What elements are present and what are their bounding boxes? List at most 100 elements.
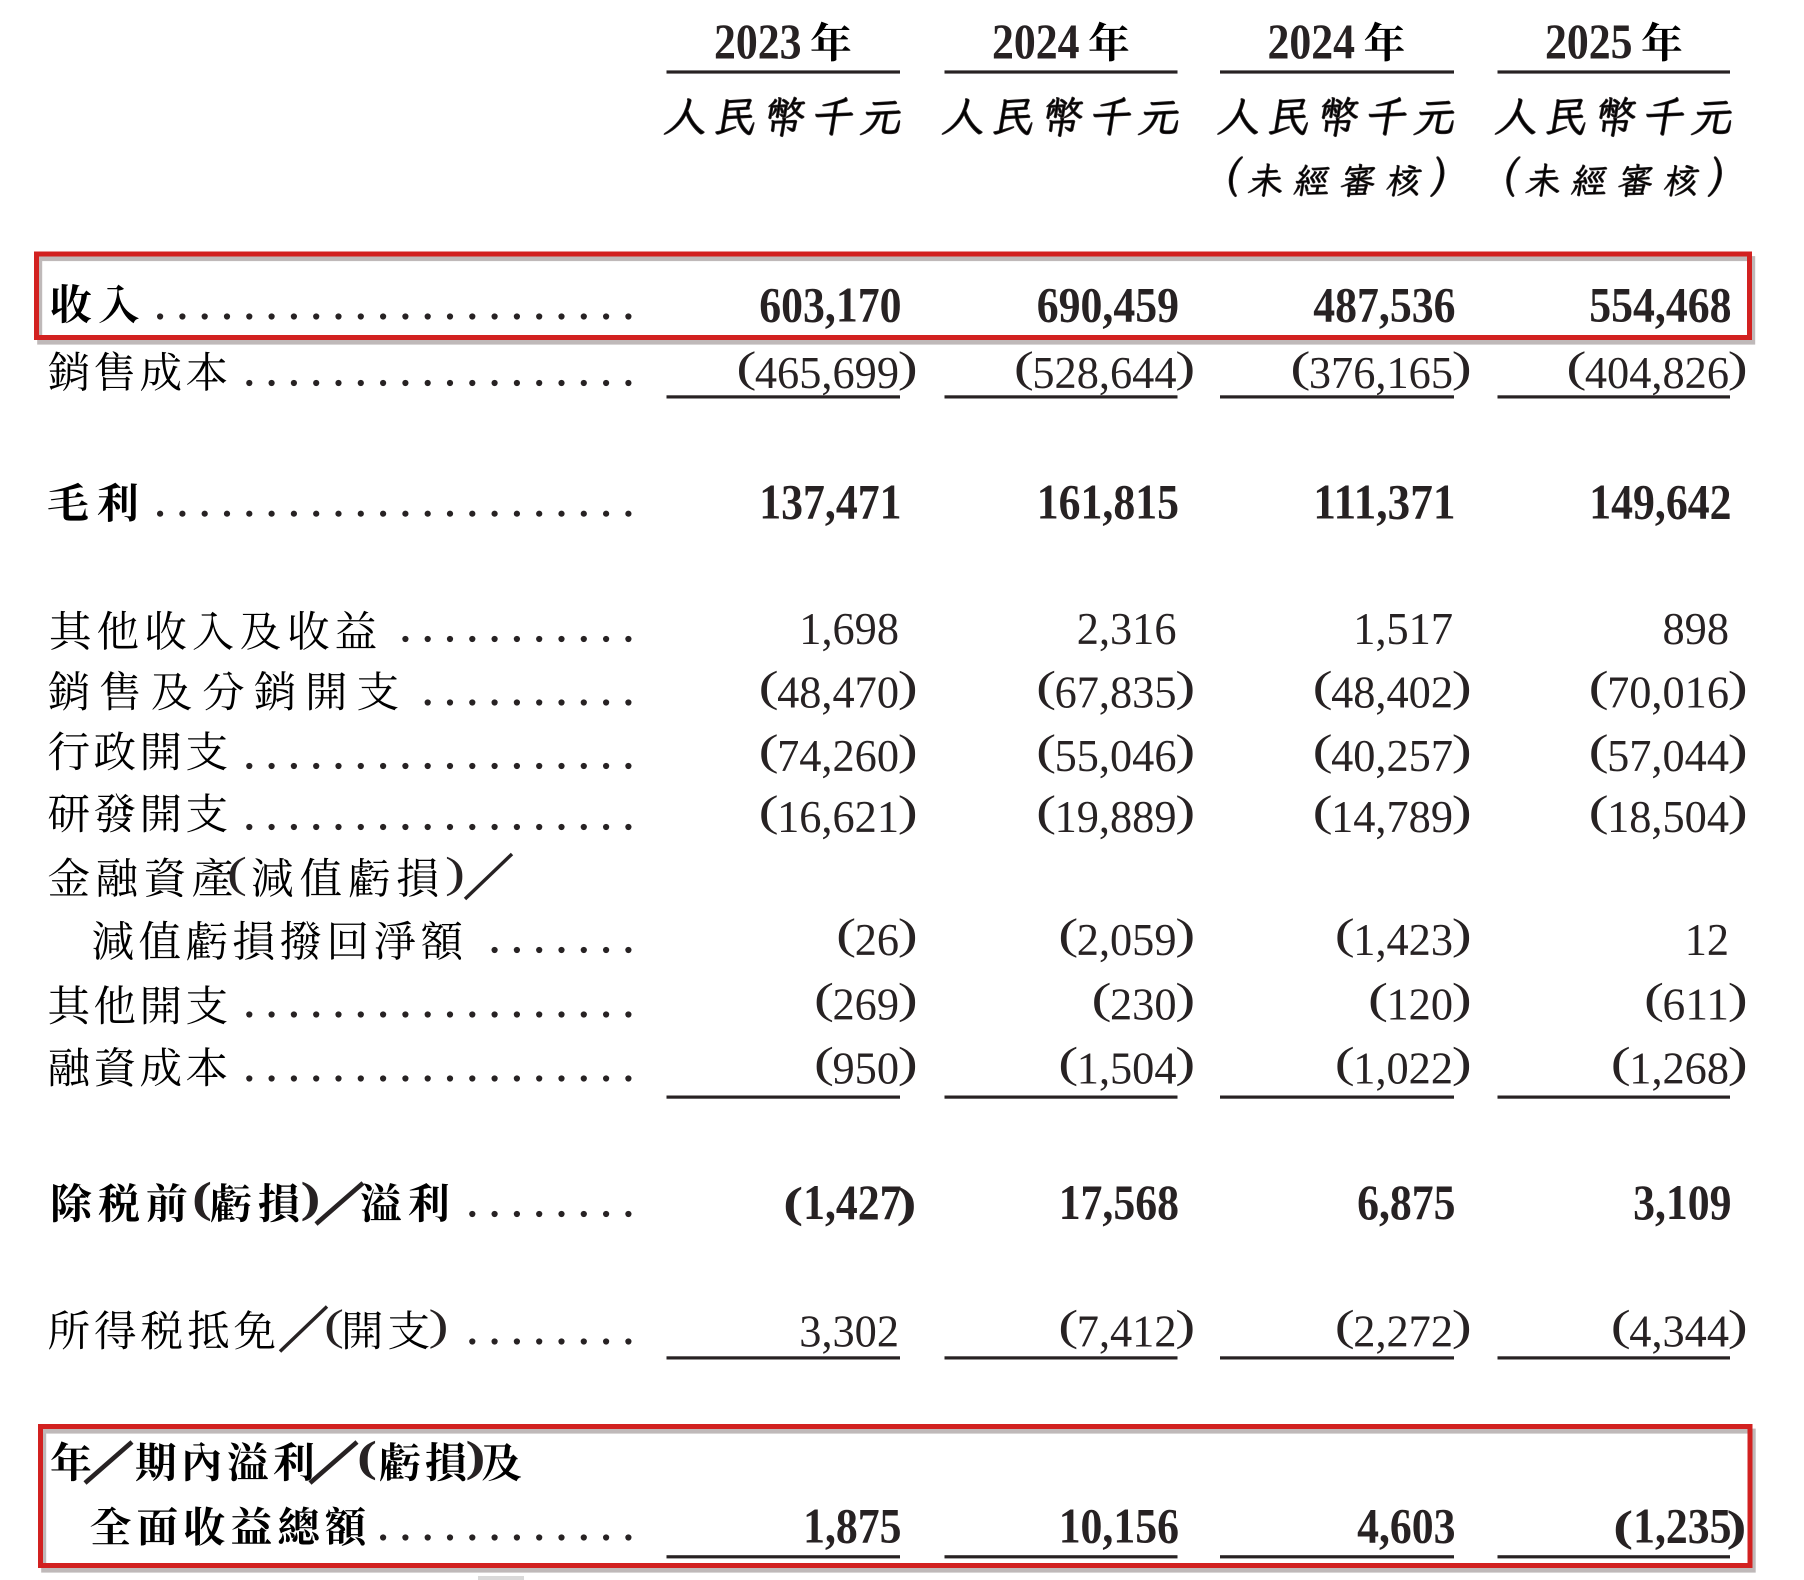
svg-text:): ) xyxy=(898,664,918,711)
svg-text:17,568: 17,568 xyxy=(1059,1174,1179,1230)
svg-text:(: ( xyxy=(1335,1303,1355,1350)
svg-text:(: ( xyxy=(1092,976,1112,1023)
svg-text:12: 12 xyxy=(1685,915,1729,965)
svg-text:1,698: 1,698 xyxy=(799,604,899,654)
svg-text:404,826: 404,826 xyxy=(1585,348,1729,398)
svg-text:18,504: 18,504 xyxy=(1607,792,1729,842)
svg-text:(: ( xyxy=(1058,1303,1078,1350)
svg-text:): ) xyxy=(1728,664,1748,711)
svg-text:): ) xyxy=(898,912,918,959)
svg-text:48,470: 48,470 xyxy=(777,668,899,718)
svg-text:): ) xyxy=(1175,976,1195,1023)
svg-text:4,603: 4,603 xyxy=(1357,1498,1455,1554)
svg-text:): ) xyxy=(1728,728,1748,775)
svg-text:): ) xyxy=(1175,912,1195,959)
svg-text:2,316: 2,316 xyxy=(1077,604,1177,654)
svg-text:(: ( xyxy=(1313,789,1333,836)
svg-text:(: ( xyxy=(1036,728,1056,775)
svg-text:(: ( xyxy=(759,789,779,836)
svg-text:): ) xyxy=(301,1175,321,1222)
svg-text:74,260: 74,260 xyxy=(777,731,899,781)
svg-text:3,109: 3,109 xyxy=(1633,1174,1731,1230)
svg-text:): ) xyxy=(1452,1303,1472,1350)
svg-text:(: ( xyxy=(227,850,247,897)
svg-text:898: 898 xyxy=(1663,604,1730,654)
svg-text:67,835: 67,835 xyxy=(1055,668,1177,718)
svg-text:611: 611 xyxy=(1663,980,1730,1030)
svg-text:120: 120 xyxy=(1387,980,1454,1030)
svg-text:(: ( xyxy=(1644,976,1664,1023)
svg-text:): ) xyxy=(898,728,918,775)
svg-text:19,889: 19,889 xyxy=(1055,792,1177,842)
svg-text:950: 950 xyxy=(833,1044,900,1094)
svg-text:2,272: 2,272 xyxy=(1353,1307,1453,1357)
svg-text:1,504: 1,504 xyxy=(1077,1044,1177,1094)
svg-text:): ) xyxy=(429,1303,449,1350)
svg-text:): ) xyxy=(1452,664,1472,711)
svg-text:(: ( xyxy=(357,1434,377,1481)
svg-text:): ) xyxy=(466,1434,486,1481)
svg-text:2024: 2024 xyxy=(1268,13,1356,69)
svg-text:): ) xyxy=(1728,345,1748,392)
svg-text:(: ( xyxy=(1313,664,1333,711)
svg-text:(: ( xyxy=(1335,912,1355,959)
svg-text:(: ( xyxy=(192,1175,212,1222)
svg-text:(: ( xyxy=(1613,1504,1633,1551)
svg-text:(: ( xyxy=(1335,1040,1355,1087)
svg-text:16,621: 16,621 xyxy=(777,792,899,842)
svg-text:690,459: 690,459 xyxy=(1037,277,1179,333)
svg-text:(: ( xyxy=(1368,976,1388,1023)
svg-text:1,517: 1,517 xyxy=(1353,604,1453,654)
svg-text:): ) xyxy=(1452,976,1472,1023)
svg-text:): ) xyxy=(1175,1303,1195,1350)
svg-text:1,427: 1,427 xyxy=(803,1174,901,1230)
svg-text:269: 269 xyxy=(833,980,900,1030)
svg-text:1,268: 1,268 xyxy=(1629,1044,1729,1094)
svg-text:48,402: 48,402 xyxy=(1331,668,1453,718)
svg-text:): ) xyxy=(1175,728,1195,775)
svg-text:): ) xyxy=(1728,1040,1748,1087)
svg-text:2025: 2025 xyxy=(1545,13,1633,69)
svg-text:2023: 2023 xyxy=(714,13,802,69)
svg-text:): ) xyxy=(1175,789,1195,836)
svg-text:): ) xyxy=(445,850,465,897)
svg-text:(: ( xyxy=(1589,728,1609,775)
svg-text:1,875: 1,875 xyxy=(803,1498,901,1554)
svg-text:(: ( xyxy=(814,976,834,1023)
svg-text:(: ( xyxy=(1313,728,1333,775)
svg-text:528,644: 528,644 xyxy=(1032,348,1176,398)
svg-text:26: 26 xyxy=(855,915,899,965)
svg-text:(: ( xyxy=(1290,345,1310,392)
svg-text:57,044: 57,044 xyxy=(1607,731,1729,781)
svg-text:14,789: 14,789 xyxy=(1331,792,1453,842)
svg-text:554,468: 554,468 xyxy=(1589,277,1731,333)
svg-text:376,165: 376,165 xyxy=(1309,348,1453,398)
svg-text:(: ( xyxy=(1566,345,1586,392)
svg-text:): ) xyxy=(1452,728,1472,775)
svg-text:): ) xyxy=(1452,345,1472,392)
svg-text:(: ( xyxy=(1036,789,1056,836)
svg-text:): ) xyxy=(898,789,918,836)
svg-text:137,471: 137,471 xyxy=(759,474,901,530)
svg-text:70,016: 70,016 xyxy=(1607,668,1729,718)
svg-text:603,170: 603,170 xyxy=(759,277,901,333)
svg-text:7,412: 7,412 xyxy=(1077,1307,1177,1357)
svg-text:(: ( xyxy=(1589,664,1609,711)
svg-text:): ) xyxy=(1727,1504,1747,1551)
svg-text:161,815: 161,815 xyxy=(1037,474,1179,530)
svg-text:2024: 2024 xyxy=(992,13,1080,69)
svg-text:40,257: 40,257 xyxy=(1331,731,1453,781)
svg-text:(: ( xyxy=(759,664,779,711)
svg-text:): ) xyxy=(1728,1303,1748,1350)
svg-text:1,423: 1,423 xyxy=(1353,915,1453,965)
svg-text:(: ( xyxy=(1036,664,1056,711)
svg-text:149,642: 149,642 xyxy=(1589,474,1731,530)
svg-text:(: ( xyxy=(814,1040,834,1087)
svg-text:): ) xyxy=(1728,976,1748,1023)
svg-text:230: 230 xyxy=(1110,980,1177,1030)
svg-text:): ) xyxy=(1175,1040,1195,1087)
svg-text:1,022: 1,022 xyxy=(1353,1044,1453,1094)
svg-text:(: ( xyxy=(836,912,856,959)
svg-text:55,046: 55,046 xyxy=(1055,731,1177,781)
svg-text:111,371: 111,371 xyxy=(1313,474,1455,530)
